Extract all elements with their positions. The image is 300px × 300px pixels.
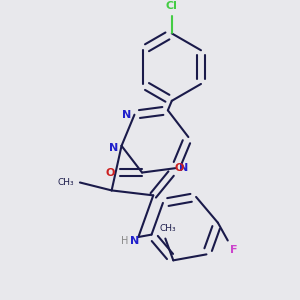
Text: N: N [179,163,188,173]
Text: O: O [106,168,115,178]
Text: N: N [130,236,139,246]
Text: Cl: Cl [166,1,178,11]
Text: CH₃: CH₃ [58,178,74,187]
Text: O: O [174,163,184,172]
Text: N: N [109,143,118,153]
Text: H: H [121,236,128,246]
Text: F: F [230,245,238,255]
Text: N: N [122,110,131,120]
Text: CH₃: CH₃ [159,224,176,233]
